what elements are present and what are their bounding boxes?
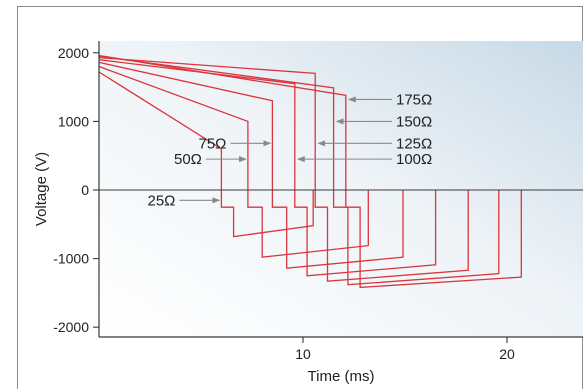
y-tick-label: -2000 — [53, 319, 89, 335]
series-line-125ohm — [98, 56, 469, 282]
tick-layer: 2000 1000 0 -1000 -2000 10 20 — [53, 45, 515, 362]
annotation-label-175ohm: 175Ω — [396, 91, 432, 108]
annotation-label-75ohm: 75Ω — [198, 135, 226, 152]
series-line-25ohm — [98, 71, 314, 238]
annotation-label-25ohm: 25Ω — [147, 192, 175, 209]
y-axis-label: Voltage (V) — [33, 152, 50, 226]
y-tick-label: -1000 — [53, 251, 89, 267]
series-layer — [98, 54, 522, 289]
annotation-label-100ohm: 100Ω — [396, 151, 432, 168]
series-line-75ohm — [98, 61, 404, 269]
annotation-label-50ohm: 50Ω — [174, 151, 202, 168]
x-tick-label: 20 — [499, 346, 515, 362]
y-tick-label: 2000 — [58, 45, 89, 61]
series-line-175ohm — [98, 54, 522, 289]
x-tick-label: 10 — [295, 346, 311, 362]
annotation-label-150ohm: 150Ω — [396, 113, 432, 130]
plot-area — [99, 41, 583, 337]
series-line-100ohm — [98, 59, 437, 277]
series-line-50ohm — [98, 65, 369, 258]
annotation-label-125ohm: 125Ω — [396, 135, 432, 152]
y-tick-label: 1000 — [58, 113, 89, 129]
y-tick-label: 0 — [81, 182, 89, 198]
x-axis-label: Time (ms) — [308, 368, 375, 385]
